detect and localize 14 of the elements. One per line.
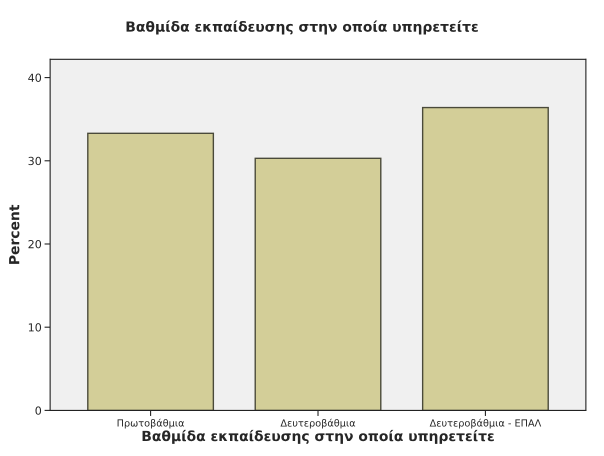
y-tick-label: 10 [28,323,42,332]
y-tick-label: 30 [28,156,42,166]
y-tick-label: 0 [35,406,42,415]
bar [254,158,382,410]
x-tick-label: Πρωτοβάθμια [118,418,184,429]
bar [422,106,549,410]
x-axis-title: Βαθμίδα εκπαίδευσης στην οποία υπηρετείτε [142,430,494,444]
x-tick-label: Δευτεροβάθμια [280,418,356,429]
y-tick-label: 20 [28,240,42,248]
x-tick-label: Δευτεροβάθμια - ΕΠΑΛ [430,418,542,429]
chart-title: Βαθμίδα εκπαίδευσης στην οποία υπηρετείτε [126,20,478,35]
y-axis-title: Percent [9,204,20,264]
y-tick-label: 40 [28,74,42,82]
bar [87,132,214,410]
